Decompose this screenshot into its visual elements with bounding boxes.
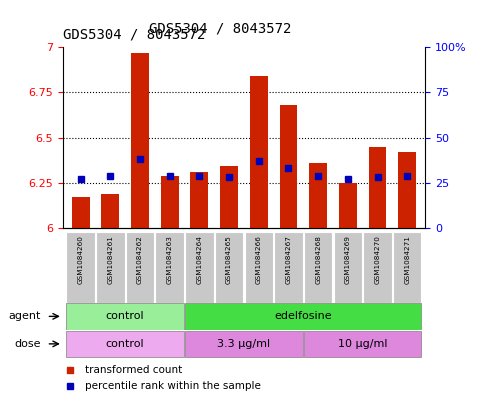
Bar — [156, 232, 184, 303]
Bar — [66, 232, 95, 303]
Text: GSM1084260: GSM1084260 — [78, 235, 84, 284]
Text: GSM1084267: GSM1084267 — [285, 235, 291, 284]
Text: GSM1084265: GSM1084265 — [226, 235, 232, 284]
Text: GSM1084270: GSM1084270 — [374, 235, 381, 284]
Bar — [66, 303, 184, 330]
Text: 10 μg/ml: 10 μg/ml — [338, 339, 387, 349]
Bar — [393, 232, 422, 303]
Bar — [363, 232, 392, 303]
Bar — [304, 331, 422, 357]
Text: control: control — [106, 311, 144, 321]
Bar — [215, 232, 243, 303]
Bar — [131, 53, 149, 228]
Bar — [369, 147, 386, 228]
Text: transformed count: transformed count — [85, 365, 182, 375]
Bar — [185, 331, 303, 357]
Bar — [339, 183, 357, 228]
Bar — [274, 232, 303, 303]
Text: GSM1084261: GSM1084261 — [107, 235, 114, 284]
Bar — [185, 232, 213, 303]
Bar — [220, 167, 238, 228]
Bar — [66, 331, 184, 357]
Bar — [126, 232, 154, 303]
Text: GSM1084269: GSM1084269 — [345, 235, 351, 284]
Bar — [309, 163, 327, 228]
Text: agent: agent — [9, 311, 41, 321]
Text: control: control — [106, 339, 144, 349]
Text: GSM1084271: GSM1084271 — [404, 235, 410, 284]
Text: 3.3 μg/ml: 3.3 μg/ml — [217, 339, 270, 349]
Bar — [398, 152, 416, 228]
Bar — [244, 232, 273, 303]
Text: dose: dose — [14, 339, 41, 349]
Bar — [280, 105, 298, 228]
Bar — [101, 194, 119, 228]
Text: GSM1084266: GSM1084266 — [256, 235, 262, 284]
Text: edelfosine: edelfosine — [274, 311, 332, 321]
Bar — [96, 232, 125, 303]
Bar — [161, 176, 179, 228]
Bar — [190, 172, 208, 228]
Bar — [334, 232, 362, 303]
Text: GSM1084263: GSM1084263 — [167, 235, 173, 284]
Text: GDS5304 / 8043572: GDS5304 / 8043572 — [63, 28, 205, 42]
Text: GSM1084264: GSM1084264 — [197, 235, 202, 284]
Bar — [250, 76, 268, 228]
Text: GDS5304 / 8043572: GDS5304 / 8043572 — [149, 21, 291, 35]
Text: GSM1084268: GSM1084268 — [315, 235, 321, 284]
Bar — [185, 303, 422, 330]
Text: GSM1084262: GSM1084262 — [137, 235, 143, 284]
Bar — [71, 197, 89, 228]
Bar — [304, 232, 332, 303]
Text: percentile rank within the sample: percentile rank within the sample — [85, 381, 260, 391]
